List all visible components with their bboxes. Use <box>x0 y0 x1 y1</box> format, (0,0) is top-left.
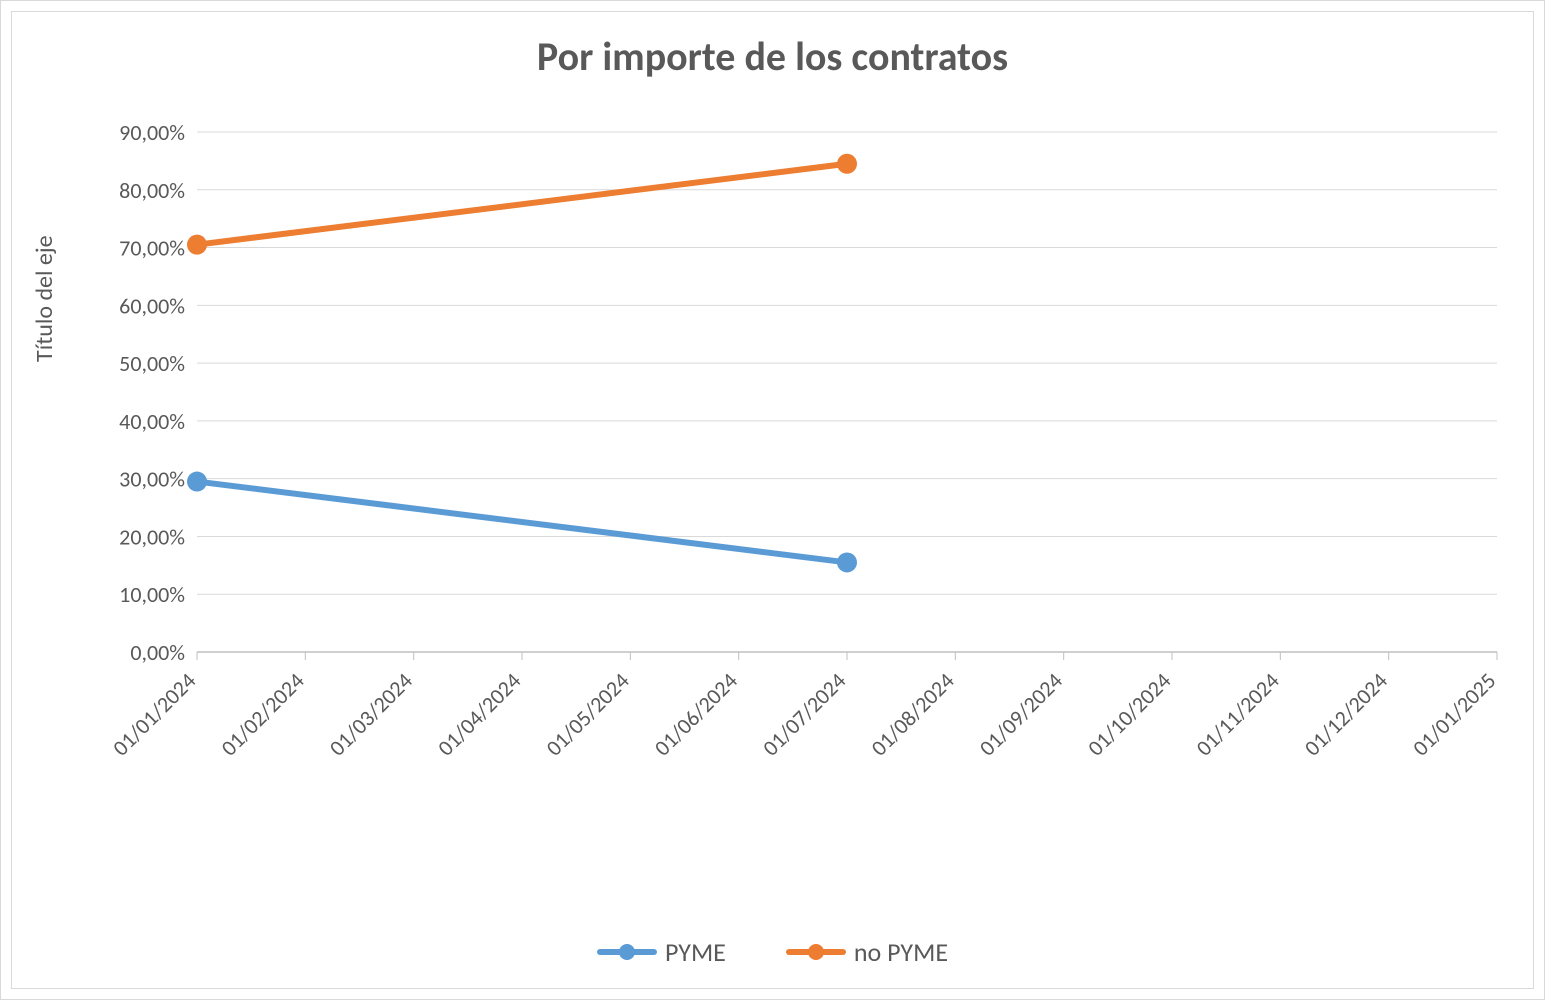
y-tick-label: 50,00% <box>119 350 185 377</box>
series-marker-0 <box>837 552 857 572</box>
x-tick-label: 01/01/2024 <box>107 667 201 761</box>
legend-dot-icon <box>619 944 635 960</box>
legend-label-pyme: PYME <box>665 936 726 968</box>
chart-area: Por importe de los contratos Título del … <box>11 11 1534 989</box>
y-tick-label: 40,00% <box>119 408 185 435</box>
x-tick-label: 01/11/2024 <box>1190 667 1284 761</box>
x-tick-label: 01/12/2024 <box>1299 667 1393 761</box>
x-tick-label: 01/02/2024 <box>215 667 309 761</box>
legend: PYME no PYME <box>12 936 1533 968</box>
x-tick-label: 01/06/2024 <box>649 667 743 761</box>
y-tick-label: 0,00% <box>130 639 185 666</box>
legend-label-nopyme: no PYME <box>854 936 948 968</box>
series-line-1 <box>197 164 847 245</box>
series-marker-1 <box>837 154 857 174</box>
legend-dot-icon <box>808 944 824 960</box>
legend-swatch-pyme <box>597 945 657 959</box>
x-tick-label: 01/07/2024 <box>757 667 851 761</box>
series-marker-1 <box>187 235 207 255</box>
series-marker-0 <box>187 472 207 492</box>
legend-item-nopyme: no PYME <box>786 936 948 968</box>
x-tick-label: 01/10/2024 <box>1082 667 1176 761</box>
chart-outer-frame: Por importe de los contratos Título del … <box>0 0 1545 1000</box>
legend-item-pyme: PYME <box>597 936 726 968</box>
plot-svg: 0,00% 10,00% 20,00% 30,00% 40,00% 50,00% 60,00… <box>12 12 1533 972</box>
x-tick-label: 01/08/2024 <box>865 667 959 761</box>
y-tick-label: 20,00% <box>119 523 185 550</box>
y-tick-label: 90,00% <box>119 119 185 146</box>
y-tick-label: 60,00% <box>119 292 185 319</box>
y-tick-label: 10,00% <box>119 581 185 608</box>
x-tick-label: 01/01/2025 <box>1407 667 1501 761</box>
series-line-0 <box>197 482 847 563</box>
x-tick-label: 01/03/2024 <box>324 667 418 761</box>
y-tick-label: 70,00% <box>119 235 185 262</box>
y-tick-label: 80,00% <box>119 177 185 204</box>
x-tick-label: 01/09/2024 <box>974 667 1068 761</box>
legend-swatch-nopyme <box>786 945 846 959</box>
x-tick-label: 01/05/2024 <box>540 667 634 761</box>
x-tick-label: 01/04/2024 <box>432 667 526 761</box>
y-tick-label: 30,00% <box>119 466 185 493</box>
